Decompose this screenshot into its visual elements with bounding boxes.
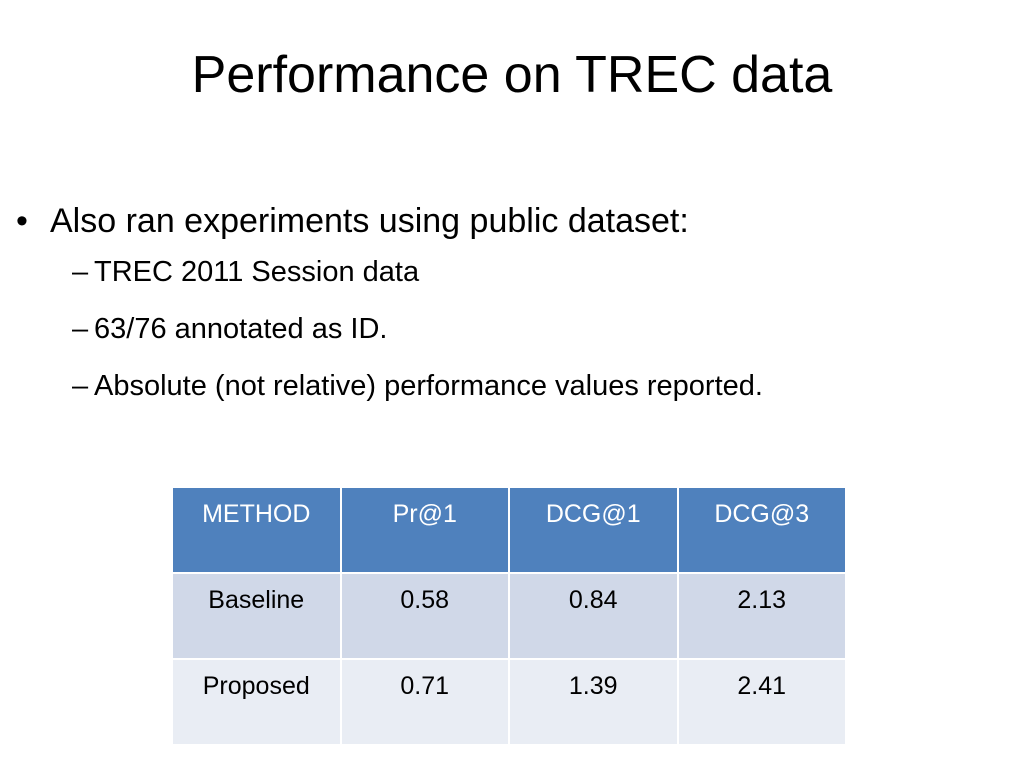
sub-list-container: – TREC 2011 Session data – 63/76 annotat… <box>16 254 1006 404</box>
header-dcg1: DCG@1 <box>508 486 679 574</box>
header-pr1: Pr@1 <box>339 486 510 574</box>
sub-item-text: Absolute (not relative) performance valu… <box>94 370 763 402</box>
sub-item-text: TREC 2011 Session data <box>94 256 420 288</box>
table-header-row: METHOD Pr@1 DCG@1 DCG@3 <box>171 486 847 574</box>
bullet-list: • Also ran experiments using public data… <box>16 196 1006 425</box>
sub-item-annotated: – 63/76 annotated as ID. <box>16 311 1006 347</box>
bullet-item: • Also ran experiments using public data… <box>16 196 1006 246</box>
cell-method: Proposed <box>171 658 342 746</box>
table-row-baseline: Baseline 0.58 0.84 2.13 <box>171 572 847 660</box>
sub-item-text: 63/76 annotated as ID. <box>94 313 388 345</box>
slide-title: Performance on TREC data <box>191 46 833 104</box>
results-table: METHOD Pr@1 DCG@1 DCG@3 Baseline 0.58 0.… <box>171 486 847 746</box>
cell-dcg1: 1.39 <box>508 658 679 746</box>
dash-mark: – <box>72 370 89 402</box>
sub-list: – TREC 2011 Session data – 63/76 annotat… <box>16 254 1006 404</box>
table-row-proposed: Proposed 0.71 1.39 2.41 <box>171 658 847 746</box>
dash-mark: – <box>72 313 89 345</box>
bullet-text: Also ran experiments using public datase… <box>50 202 689 240</box>
cell-method: Baseline <box>171 572 342 660</box>
cell-dcg3: 2.41 <box>676 658 847 746</box>
cell-dcg3: 2.13 <box>676 572 847 660</box>
cell-pr1: 0.58 <box>339 572 510 660</box>
cell-dcg1: 0.84 <box>508 572 679 660</box>
header-method: METHOD <box>171 486 342 574</box>
header-dcg3: DCG@3 <box>676 486 847 574</box>
bullet-mark: • <box>16 202 28 240</box>
cell-pr1: 0.71 <box>339 658 510 746</box>
sub-item-session-data: – TREC 2011 Session data <box>16 254 1006 290</box>
dash-mark: – <box>72 256 89 288</box>
sub-item-absolute-values: – Absolute (not relative) performance va… <box>16 368 1006 404</box>
